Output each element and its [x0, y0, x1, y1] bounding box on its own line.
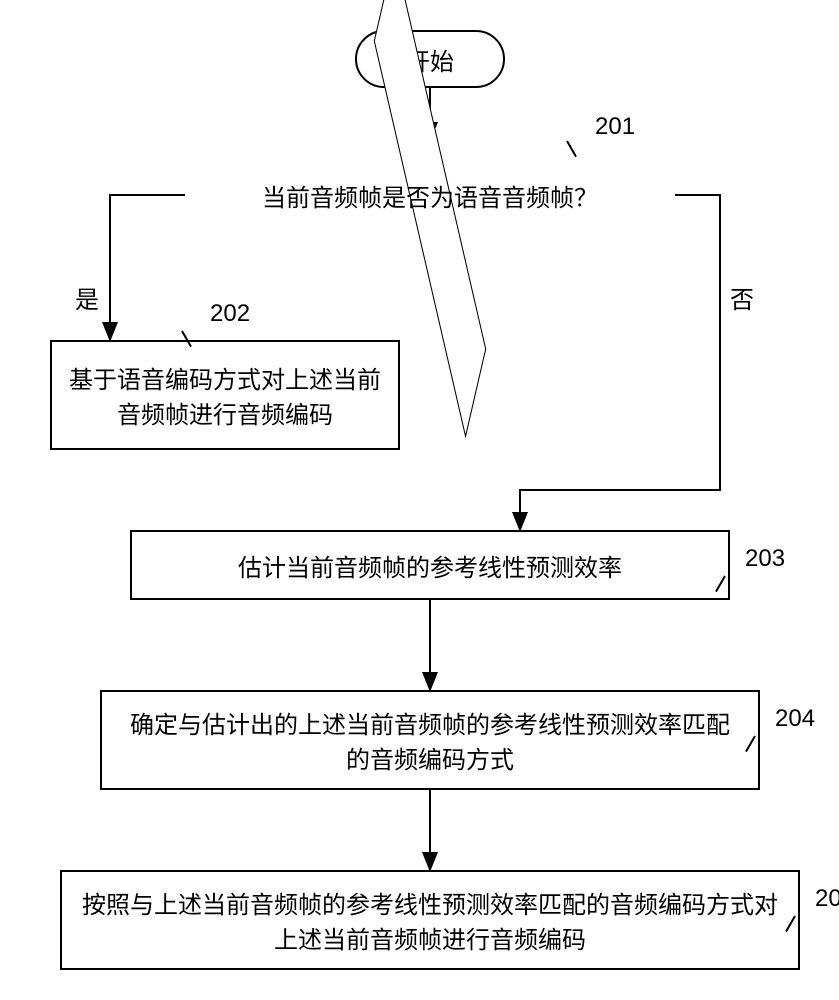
step-label-204: 204	[775, 705, 815, 733]
node-decision-text: 当前音频帧是否为语音音频帧？	[262, 178, 598, 213]
edge-label-no: 否	[730, 280, 754, 315]
node-proc-determine: 确定与估计出的上述当前音频帧的参考线性预测效率匹配的音频编码方式	[100, 690, 760, 790]
step-label-205-text: 205	[815, 885, 839, 912]
step-label-203-text: 203	[745, 545, 785, 572]
node-proc-encode: 按照与上述当前音频帧的参考线性预测效率匹配的音频编码方式对上述当前音频帧进行音频…	[60, 870, 800, 970]
step-label-204-text: 204	[775, 705, 815, 732]
step-label-202-text: 202	[210, 300, 250, 327]
node-proc-determine-text: 确定与估计出的上述当前音频帧的参考线性预测效率匹配的音频编码方式	[122, 705, 738, 775]
node-proc-yes-text: 基于语音编码方式对上述当前音频帧进行音频编码	[66, 360, 384, 430]
flowchart-canvas: 开始 当前音频帧是否为语音音频帧？ 基于语音编码方式对上述当前音频帧进行音频编码…	[0, 0, 839, 1000]
step-label-201-text: 201	[595, 113, 635, 140]
edge-decision-yes	[110, 195, 185, 340]
step-label-201: 201	[595, 113, 635, 141]
node-decision-text-wrap: 当前音频帧是否为语音音频帧？	[185, 140, 675, 250]
edge-label-yes-text: 是	[75, 287, 99, 314]
node-proc-encode-text: 按照与上述当前音频帧的参考线性预测效率匹配的音频编码方式对上述当前音频帧进行音频…	[82, 885, 778, 955]
node-decision: 当前音频帧是否为语音音频帧？	[185, 140, 675, 250]
step-label-202: 202	[210, 300, 250, 328]
step-label-205: 205	[815, 885, 839, 913]
node-proc-estimate-text: 估计当前音频帧的参考线性预测效率	[238, 548, 622, 583]
node-proc-estimate: 估计当前音频帧的参考线性预测效率	[130, 530, 730, 600]
edge-label-no-text: 否	[730, 287, 754, 314]
step-label-203: 203	[745, 545, 785, 573]
node-proc-yes: 基于语音编码方式对上述当前音频帧进行音频编码	[50, 340, 400, 450]
edge-label-yes: 是	[75, 280, 99, 315]
